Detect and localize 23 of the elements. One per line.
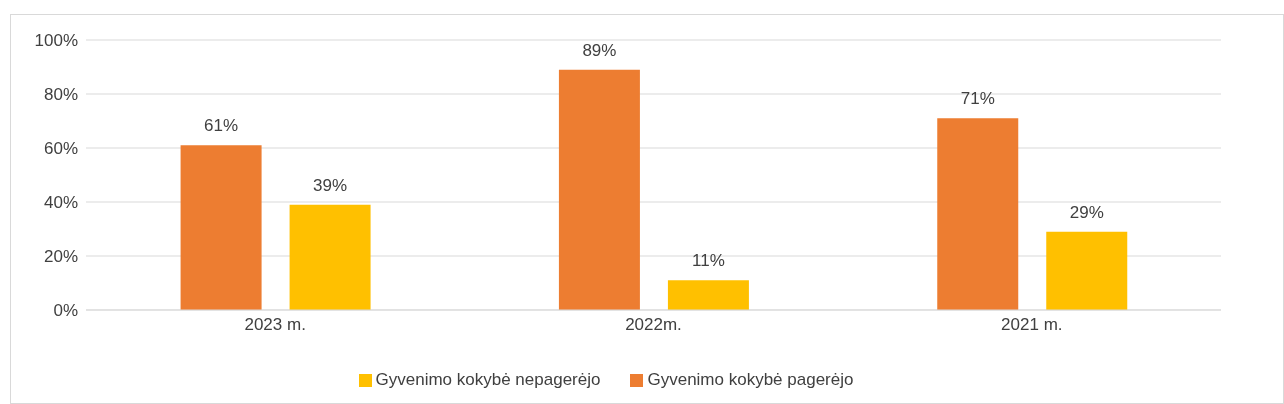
x-tick-label: 2023 m. <box>244 315 306 335</box>
y-tick-label: 20% <box>43 247 78 267</box>
bar <box>937 118 1019 310</box>
y-tick-label: 80% <box>43 85 78 105</box>
text: 71% <box>960 89 995 109</box>
bar <box>558 69 640 310</box>
legend-label: Gyvenimo kokybė pagerėjo <box>647 370 854 389</box>
text: 89% <box>582 40 617 60</box>
text: 39% <box>313 175 348 195</box>
text: 29% <box>1069 202 1104 222</box>
legend-label: Gyvenimo kokybė nepagerėjo <box>375 370 601 389</box>
text: 11% <box>692 251 725 271</box>
x-tick-label: 2021 m. <box>1001 315 1063 335</box>
y-tick-label: 60% <box>43 139 78 159</box>
bar <box>667 280 749 310</box>
text: 61% <box>204 116 239 136</box>
y-tick-label: 0% <box>53 301 78 321</box>
bar <box>1046 231 1128 310</box>
bar <box>289 204 371 310</box>
x-tick-label: 2022m. <box>625 315 682 335</box>
y-tick-label: 100% <box>34 31 78 51</box>
bar <box>180 145 262 310</box>
y-tick-label: 40% <box>43 193 78 213</box>
